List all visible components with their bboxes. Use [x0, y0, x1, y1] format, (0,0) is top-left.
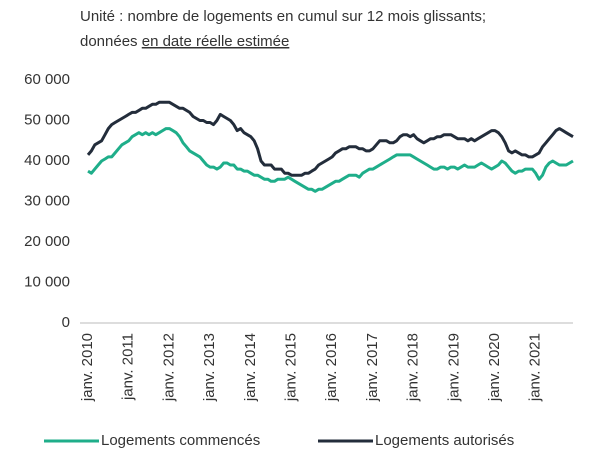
x-tick-label: janv. 2010 — [79, 333, 96, 402]
x-tick-label: janv. 2017 — [364, 333, 381, 402]
y-tick-label: 40 000 — [24, 152, 70, 169]
y-tick-label: 50 000 — [24, 111, 70, 128]
y-tick-label: 0 — [62, 314, 70, 331]
x-tick-label: janv. 2019 — [445, 333, 462, 402]
subtitle-text: données — [80, 33, 138, 50]
x-tick-label: janv. 2020 — [486, 333, 503, 402]
x-tick-label: janv. 2014 — [242, 333, 259, 402]
legend-label: Logements commencés — [101, 432, 260, 449]
subtitle: Unité : nombre de logements en cumul sur… — [80, 8, 486, 25]
y-tick-label: 10 000 — [24, 273, 70, 290]
x-tick-label: janv. 2016 — [323, 333, 340, 402]
series-line — [87, 127, 574, 193]
y-tick-label: 20 000 — [24, 233, 70, 250]
x-tick-label: janv. 2021 — [527, 333, 544, 402]
subtitle-link: en date réelle estimée — [142, 33, 290, 50]
subtitle: données en date réelle estimée — [80, 33, 289, 50]
x-tick-label: janv. 2012 — [160, 333, 177, 402]
legend-label: Logements autorisés — [375, 432, 514, 449]
x-tick-label: janv. 2018 — [405, 333, 422, 402]
y-tick-label: 60 000 — [24, 71, 70, 88]
y-tick-label: 30 000 — [24, 192, 70, 209]
x-tick-label: janv. 2015 — [282, 333, 299, 402]
series-line — [86, 100, 574, 177]
x-tick-label: janv. 2013 — [201, 333, 218, 402]
x-tick-label: janv. 2011 — [120, 333, 137, 401]
